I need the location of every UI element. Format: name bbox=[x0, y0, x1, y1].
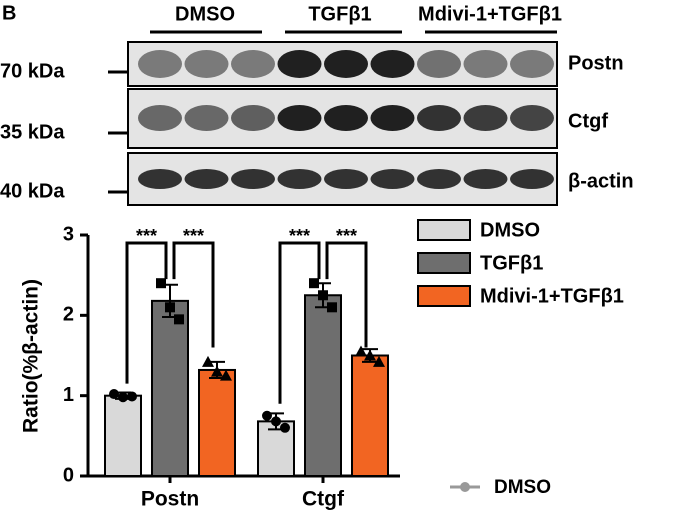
blot-band bbox=[231, 105, 275, 131]
legend-swatch bbox=[417, 285, 471, 307]
bar bbox=[151, 299, 189, 477]
data-point bbox=[118, 392, 128, 403]
data-point bbox=[280, 422, 290, 433]
group-label: DMSO bbox=[175, 3, 235, 25]
significance-bracket bbox=[325, 241, 368, 348]
significance-label: *** bbox=[336, 226, 357, 246]
data-point bbox=[174, 314, 184, 325]
marker-label: 40 kDa bbox=[0, 180, 65, 202]
data-point bbox=[202, 355, 214, 367]
extra-legend-label: DMSO bbox=[494, 477, 551, 498]
legend-label: Mdivi-1+TGFβ1 bbox=[480, 285, 624, 307]
blot-band bbox=[463, 169, 508, 189]
blot-band bbox=[370, 50, 415, 78]
western-blot bbox=[127, 41, 558, 206]
blot-band bbox=[138, 169, 182, 189]
y-axis-label: Ratio(%β-actin) bbox=[20, 279, 43, 433]
legend-swatch bbox=[417, 219, 471, 241]
data-point bbox=[271, 416, 281, 427]
significance-label: *** bbox=[289, 226, 310, 246]
blot-band bbox=[510, 105, 554, 131]
group-label: Mdivi-1+TGFβ1 bbox=[418, 3, 562, 25]
legend-swatch bbox=[417, 252, 471, 274]
legend-label: TGFβ1 bbox=[480, 252, 543, 274]
blot-band bbox=[277, 50, 322, 78]
data-point bbox=[109, 389, 119, 400]
data-point bbox=[318, 290, 328, 301]
data-point bbox=[262, 410, 272, 421]
blot-band bbox=[510, 50, 554, 78]
y-tick-label: 0 bbox=[63, 464, 74, 486]
data-point bbox=[327, 302, 337, 313]
data-point bbox=[211, 365, 223, 377]
blot-band bbox=[324, 169, 368, 189]
blot-band bbox=[510, 169, 554, 189]
blot-band bbox=[370, 105, 415, 131]
blot-band bbox=[138, 105, 182, 131]
significance-bracket bbox=[278, 241, 321, 404]
protein-label: β-actin bbox=[568, 170, 634, 192]
bar bbox=[198, 368, 236, 477]
data-point bbox=[220, 369, 232, 381]
x-tick-label: Ctgf bbox=[302, 488, 345, 511]
significance-label: *** bbox=[136, 226, 157, 246]
significance-label: *** bbox=[183, 226, 204, 246]
blot-band bbox=[184, 169, 229, 189]
data-point bbox=[364, 349, 376, 361]
blot-band bbox=[417, 50, 461, 78]
blot-band bbox=[184, 50, 229, 78]
blot-band bbox=[463, 50, 508, 78]
blot-band bbox=[277, 105, 322, 131]
significance-bracket bbox=[125, 241, 168, 384]
blot-band bbox=[138, 50, 182, 78]
blot-band bbox=[184, 105, 229, 131]
protein-label: Ctgf bbox=[568, 110, 608, 132]
significance-bracket bbox=[172, 241, 215, 348]
blot-band bbox=[417, 169, 461, 189]
panel-label: B bbox=[2, 2, 16, 24]
blot-band bbox=[324, 50, 368, 78]
data-point bbox=[165, 302, 175, 313]
blot-band bbox=[370, 169, 415, 189]
y-tick-label: 3 bbox=[63, 223, 74, 245]
group-label: TGFβ1 bbox=[308, 3, 371, 25]
blot-band bbox=[277, 169, 322, 189]
protein-label: Postn bbox=[568, 52, 624, 74]
bar bbox=[104, 394, 142, 477]
x-tick-label: Postn bbox=[141, 488, 199, 511]
data-point bbox=[309, 278, 319, 289]
blot-band bbox=[231, 50, 275, 78]
extra-legend-marker bbox=[460, 482, 470, 492]
legend-label: DMSO bbox=[480, 219, 540, 241]
blot-band bbox=[463, 105, 508, 131]
blot-band bbox=[417, 105, 461, 131]
bar bbox=[351, 354, 389, 477]
marker-label: 70 kDa bbox=[0, 60, 65, 82]
y-tick-label: 1 bbox=[63, 384, 74, 406]
blot-band bbox=[231, 169, 275, 189]
blot-band bbox=[324, 105, 368, 131]
bar bbox=[304, 294, 342, 477]
data-point bbox=[355, 345, 367, 357]
y-tick-label: 2 bbox=[63, 304, 74, 326]
data-point bbox=[373, 355, 385, 367]
data-point bbox=[156, 278, 166, 289]
data-point bbox=[127, 391, 137, 402]
marker-label: 35 kDa bbox=[0, 121, 65, 143]
